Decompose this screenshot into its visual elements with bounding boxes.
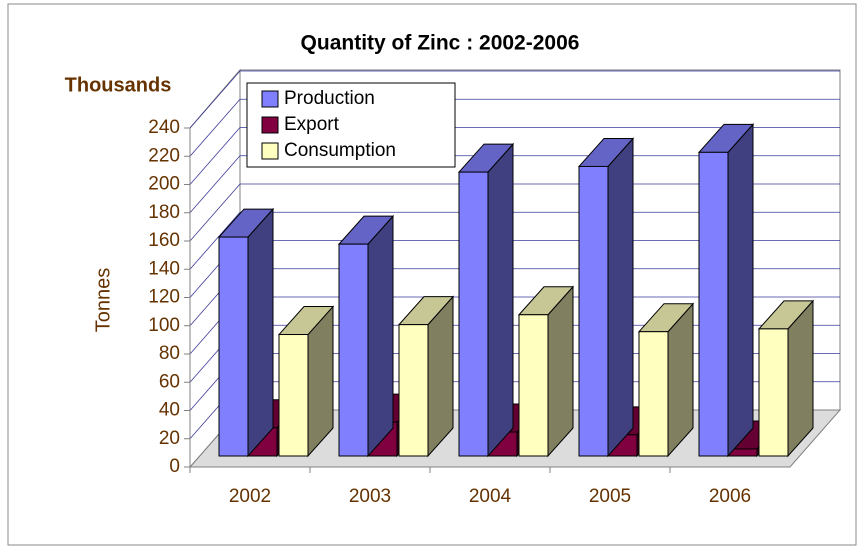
bar-side: [247, 207, 274, 458]
grid-line: [189, 155, 241, 214]
bar: [577, 137, 635, 458]
grid-line: [189, 127, 241, 185]
y-axis-label: Tonnes: [92, 268, 114, 333]
y-tick-label: 240: [148, 117, 180, 138]
legend-label: Export: [284, 114, 340, 135]
bar: [457, 142, 515, 458]
y-tick-label: 60: [159, 371, 180, 392]
y-tick-label: 0: [169, 456, 180, 477]
legend-swatch: [261, 90, 279, 108]
x-tick-label: 2003: [349, 486, 391, 507]
y-tick-label: 80: [159, 343, 180, 364]
bar: [337, 214, 395, 458]
y-tick-label: 140: [148, 258, 180, 279]
bar-front: [398, 324, 429, 457]
bar-front: [518, 314, 549, 457]
bar-front: [338, 243, 369, 457]
legend: [246, 82, 456, 168]
bar-front: [458, 171, 489, 457]
legend-items: Production Export Consumption: [261, 88, 396, 161]
y-tick-label: 100: [148, 315, 180, 336]
bar: [697, 123, 755, 458]
legend-label: Production: [284, 88, 375, 109]
grid-line: [189, 211, 241, 270]
bar: [757, 299, 815, 458]
x-tick-label: 2005: [589, 486, 631, 507]
y-tick-label: 120: [148, 287, 180, 308]
bar-side: [727, 123, 754, 458]
bar: [397, 295, 455, 458]
unit-label: Thousands: [65, 74, 172, 96]
bar: [517, 285, 575, 458]
y-tick-label: 180: [148, 202, 180, 223]
bar-side: [547, 285, 574, 458]
grid-line: [189, 98, 241, 157]
y-tick-label: 200: [148, 174, 180, 195]
legend-label: Consumption: [284, 140, 396, 161]
legend-swatch: [261, 142, 279, 160]
x-tick-label: 2002: [229, 486, 271, 507]
bars: [217, 123, 815, 458]
bar-side: [607, 137, 634, 458]
bar: [277, 305, 335, 458]
chart-title: Quantity of Zinc : 2002-2006: [301, 32, 580, 55]
bar-front: [638, 331, 669, 457]
bar-front: [278, 334, 309, 457]
legend-swatch: [261, 116, 279, 134]
bar-side: [367, 214, 394, 458]
bar-front: [218, 236, 249, 457]
bar-front: [758, 328, 789, 457]
grid-line: [189, 183, 241, 242]
bar: [217, 207, 275, 458]
y-tick-label: 160: [148, 230, 180, 251]
bar-side: [487, 142, 514, 458]
y-tick-label: 20: [159, 428, 180, 449]
y-tick-label: 220: [148, 145, 180, 166]
bar: [637, 302, 695, 458]
x-tick-label: 2004: [469, 486, 512, 507]
x-tick-label: 2006: [709, 486, 751, 507]
grid-line: [189, 70, 241, 129]
bar-front: [698, 151, 729, 457]
y-tick-label: 40: [159, 400, 180, 421]
bar-front: [578, 165, 609, 457]
